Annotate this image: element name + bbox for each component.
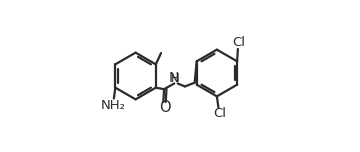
Text: NH₂: NH₂ <box>100 99 126 112</box>
Text: O: O <box>159 100 170 115</box>
Text: N: N <box>168 71 179 85</box>
Text: Cl: Cl <box>232 36 245 49</box>
Text: Cl: Cl <box>213 107 226 120</box>
Text: H: H <box>171 72 179 85</box>
